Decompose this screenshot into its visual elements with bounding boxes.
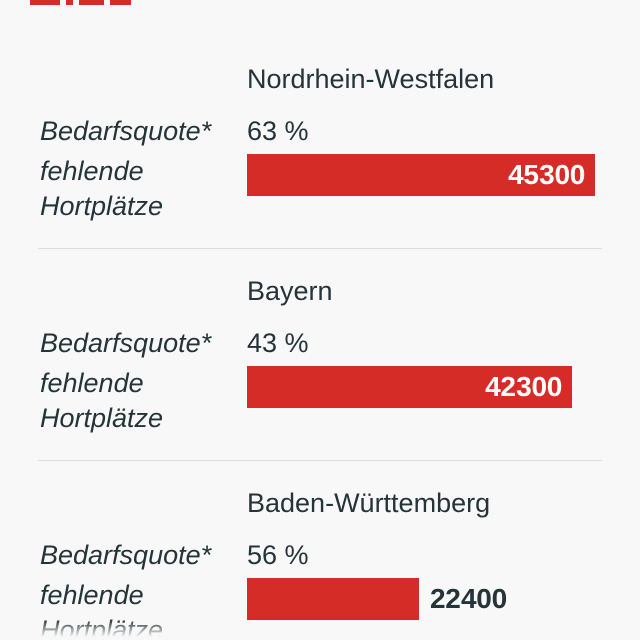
missing-places-bar: 42 300 (247, 366, 572, 408)
missing-places-bar: 45 300 (247, 154, 595, 196)
missing-label-line1: fehlende (40, 368, 144, 398)
bar-value: 22 400 (430, 583, 507, 614)
state-name: Nordrhein-Westfalen (247, 64, 495, 94)
missing-row-label: fehlende Hortplätze (40, 366, 247, 436)
missing-places-bar: 22 400 (247, 578, 419, 620)
section-divider (38, 460, 602, 461)
state-name: Bayern (247, 276, 333, 306)
missing-label-line2: Hortplätze (40, 615, 164, 640)
state-section-bayern: Bayern Bedarfsquote* 43 % fehlende Hortp… (0, 249, 640, 436)
quote-row: Bedarfsquote* 43 % (0, 326, 640, 360)
red-mark (66, 0, 73, 5)
clipped-red-text-remnant (0, 0, 640, 8)
missing-row-label: fehlende Hortplätze (40, 154, 247, 224)
state-section-nordrhein-westfalen: Nordrhein-Westfalen Bedarfsquote* 63 % f… (0, 62, 640, 224)
red-mark (79, 0, 104, 5)
bar-area: 42 300 42 300 (247, 366, 595, 408)
state-section-baden-wuerttemberg: Baden-Württemberg Bedarfsquote* 56 % feh… (0, 461, 640, 640)
state-name: Baden-Württemberg (247, 488, 491, 518)
quote-row: Bedarfsquote* 63 % (0, 114, 640, 148)
missing-places-row: fehlende Hortplätze 22 400 22 400 (0, 578, 640, 640)
quote-row-label: Bedarfsquote* (40, 328, 212, 358)
missing-places-row: fehlende Hortplätze 45 300 45 300 (0, 154, 640, 224)
quote-value: 56 % (247, 540, 309, 570)
missing-row-label: fehlende Hortplätze (40, 578, 247, 640)
section-divider (38, 248, 602, 249)
quote-value: 63 % (247, 116, 309, 146)
quote-row-label: Bedarfsquote* (40, 540, 212, 570)
red-mark (30, 0, 60, 5)
red-mark (110, 0, 131, 5)
bar-value: 42 300 (485, 371, 562, 402)
bar-area: 45 300 45 300 (247, 154, 595, 196)
missing-label-line1: fehlende (40, 156, 144, 186)
quote-row: Bedarfsquote* 56 % (0, 538, 640, 572)
missing-label-line2: Hortplätze (40, 403, 164, 433)
missing-places-row: fehlende Hortplätze 42 300 42 300 (0, 366, 640, 436)
bar-value: 45 300 (508, 159, 585, 190)
bar-area: 22 400 22 400 (247, 578, 595, 620)
quote-row-label: Bedarfsquote* (40, 116, 212, 146)
missing-label-line1: fehlende (40, 580, 144, 610)
missing-label-line2: Hortplätze (40, 191, 164, 221)
quote-value: 43 % (247, 328, 309, 358)
